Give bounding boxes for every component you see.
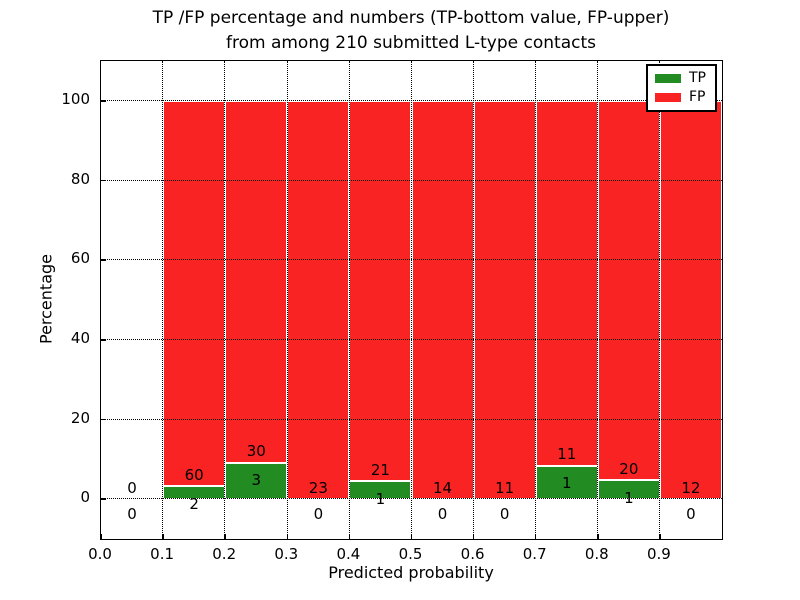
- x-tick-label: 0.1: [150, 545, 175, 563]
- x-tick-label: 0.4: [336, 545, 361, 563]
- bar-tp-segment: [225, 462, 288, 500]
- x-tick: [224, 534, 226, 539]
- x-tick-label: 0.2: [212, 545, 237, 563]
- bar-fp-count-label: 23: [308, 478, 328, 497]
- chart-title: TP /FP percentage and numbers (TP-bottom…: [100, 6, 722, 56]
- y-tick-label: 40: [70, 328, 90, 347]
- bar-fp-count-label: 60: [184, 465, 204, 484]
- legend-label-tp: TP: [689, 70, 706, 86]
- gridline-vertical: [162, 61, 164, 539]
- gridline-vertical: [348, 61, 350, 539]
- bar-fp-segment: [659, 100, 722, 500]
- y-tick-label: 20: [70, 408, 90, 427]
- bar-fp-count-label: 0: [127, 478, 137, 497]
- gridline-vertical: [534, 61, 536, 539]
- bar-tp-count-label: 1: [624, 488, 634, 507]
- legend-swatch-tp: [655, 73, 681, 83]
- x-tick-label: 0.0: [88, 545, 112, 563]
- bar-fp-count-label: 20: [619, 459, 639, 478]
- x-tick-label: 0.7: [522, 545, 547, 563]
- bar-fp-segment: [597, 100, 660, 481]
- legend-label-fp: FP: [689, 89, 706, 105]
- y-tick: [101, 339, 106, 341]
- bar-fp-count-label: 14: [433, 478, 453, 497]
- gridline-vertical: [472, 61, 474, 539]
- legend-item-tp: TP: [655, 71, 706, 85]
- bar-tp-count-label: 3: [251, 471, 262, 490]
- y-tick: [101, 100, 106, 102]
- x-tick-label: 0.3: [274, 545, 299, 563]
- gridline-vertical: [286, 61, 288, 539]
- gridline-vertical: [410, 61, 412, 539]
- bar-tp-count-label: 0: [437, 504, 448, 523]
- bar-fp-segment: [535, 100, 598, 466]
- x-tick-label: 0.9: [646, 545, 671, 563]
- plot-area: 0 0 60 2 30 3 23 0 21 1 14 0 11 0 11 1 20 1 12 0: [100, 60, 723, 540]
- x-tick-label: 0.5: [398, 545, 423, 563]
- bar-tp-count-label: 2: [189, 494, 199, 513]
- bar-fp-segment: [411, 100, 474, 500]
- bar-fp-segment: [473, 100, 536, 500]
- x-tick: [100, 534, 102, 539]
- x-tick-label: 0.8: [584, 545, 609, 563]
- chart-title-line1: TP /FP percentage and numbers (TP-bottom…: [152, 8, 670, 28]
- bar-fp-segment: [163, 100, 226, 487]
- bar-tp-count-label: 0: [313, 504, 324, 523]
- bar-tp-count-label: 0: [499, 504, 510, 523]
- gridline-vertical: [597, 61, 599, 539]
- x-tick: [410, 534, 413, 539]
- x-axis-label: Predicted probability: [328, 563, 494, 582]
- bar-tp-count-label: 1: [375, 489, 386, 508]
- x-tick: [162, 534, 164, 539]
- bar-tp-count-label: 0: [686, 504, 696, 523]
- y-tick-label: 60: [70, 249, 90, 268]
- bar-fp-count-label: 21: [370, 460, 390, 479]
- bar-fp-segment: [349, 100, 412, 482]
- y-tick: [101, 418, 106, 421]
- y-tick: [101, 259, 106, 261]
- x-tick: [348, 534, 351, 539]
- bar-tp-count-label: 0: [127, 504, 137, 523]
- x-tick: [597, 534, 599, 539]
- bar-fp-count-label: 11: [557, 445, 577, 464]
- legend-swatch-fp: [655, 92, 681, 102]
- x-tick: [659, 534, 661, 539]
- y-tick: [101, 179, 106, 182]
- legend-item-fp: FP: [655, 90, 706, 104]
- x-tick-label: 0.6: [460, 545, 485, 563]
- bar-fp-count-label: 11: [495, 478, 515, 497]
- x-tick: [286, 534, 289, 539]
- x-tick: [534, 534, 537, 539]
- gridline-vertical: [224, 61, 226, 539]
- bar-tp-count-label: 1: [561, 474, 572, 493]
- bar-fp-count-label: 30: [246, 442, 266, 461]
- bar-fp-count-label: 12: [681, 478, 701, 497]
- y-tick-label: 80: [70, 169, 90, 188]
- y-tick-label: 100: [61, 89, 90, 108]
- gridline-vertical: [659, 61, 661, 539]
- y-tick: [101, 498, 106, 500]
- legend: TP FP: [646, 64, 717, 112]
- y-tick-label: 0: [80, 488, 90, 507]
- bar-fp-segment: [287, 100, 350, 500]
- x-tick: [472, 534, 475, 539]
- chart-title-line2: from among 210 submitted L-type contacts: [225, 33, 596, 53]
- bar-fp-segment: [225, 100, 288, 463]
